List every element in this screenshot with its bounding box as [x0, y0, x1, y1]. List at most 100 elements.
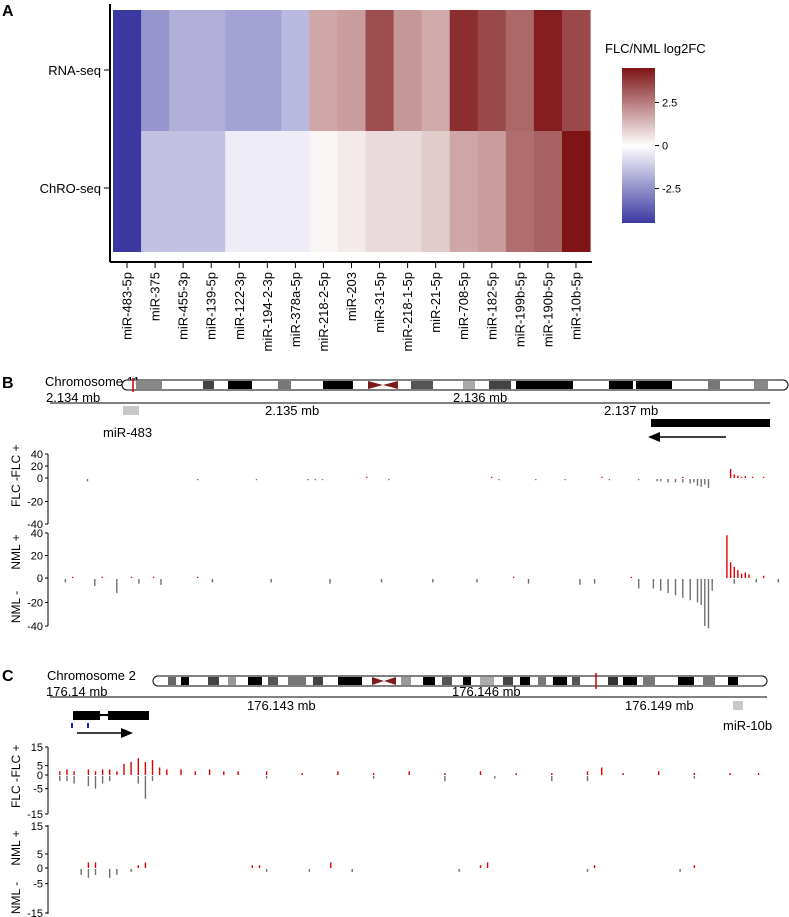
signal-bar	[151, 776, 154, 782]
track-tick-label: -20	[27, 497, 43, 509]
mir-10b-locus	[733, 701, 743, 710]
signal-bar	[73, 771, 75, 775]
track-nmlminus: NML - -20 -40	[9, 578, 779, 633]
mir-483-locus	[123, 406, 139, 415]
signal-bar	[94, 869, 97, 875]
panel-label-c: C	[2, 668, 14, 685]
mir-10b-label: miR-10b	[723, 718, 772, 733]
chr11-scale-label-3: 2.136 mb	[453, 390, 507, 405]
track-label: NML -	[9, 591, 23, 623]
legend-title: FLC/NML log2FC	[605, 41, 706, 56]
signal-bar	[197, 479, 199, 481]
signal-bar	[693, 865, 696, 868]
signal-bar	[593, 579, 596, 584]
signal-bar	[740, 573, 743, 578]
signal-bar	[372, 776, 375, 779]
signal-bar	[80, 869, 82, 875]
track-label: NML +	[9, 830, 23, 865]
track-label: FLC +	[9, 444, 23, 477]
heatmap-cell	[309, 131, 339, 252]
signal-bar	[682, 476, 684, 478]
heatmap-cell	[365, 10, 395, 131]
signal-bar	[729, 773, 731, 775]
chromosome-11-title: Chromosome 11	[45, 374, 140, 389]
signal-bar	[180, 769, 182, 775]
signal-bar	[762, 476, 765, 478]
signal-bar	[704, 579, 706, 626]
signal-bar	[693, 773, 696, 775]
track-tick-label: 0	[37, 573, 43, 585]
signal-bar	[515, 773, 517, 775]
signal-bar	[94, 862, 97, 868]
signal-bar	[160, 579, 162, 585]
track-tick-label: 20	[31, 551, 43, 563]
signal-bar	[707, 479, 710, 488]
track-label: FLC -	[9, 477, 23, 507]
signal-bar	[64, 579, 67, 583]
heatmap-cell	[449, 131, 479, 252]
heatmap-column-label: miR-483-5p	[120, 272, 135, 340]
track-tick-label: 5	[37, 849, 43, 861]
signal-bar	[564, 479, 566, 481]
signal-bar	[237, 771, 239, 775]
chr11-gene-block	[651, 419, 770, 427]
signal-bar	[380, 579, 383, 583]
heatmap-cell	[337, 131, 367, 252]
heatmap-column-label: miR-190b-5p	[540, 272, 555, 347]
signal-bar	[258, 865, 261, 868]
track-tick-label: 0	[37, 473, 43, 485]
signal-bar	[733, 474, 735, 478]
heatmap-column-label: miR-10b-5p	[568, 272, 583, 340]
signal-bar	[748, 574, 750, 578]
chromosome-2-ideogram	[152, 673, 768, 689]
signal-bar	[366, 476, 368, 478]
signal-bar	[740, 476, 743, 478]
signal-bar	[762, 575, 765, 579]
signal-bar	[166, 769, 168, 775]
signal-bar	[744, 476, 746, 478]
heatmap-column-labels: miR-483-5p miR-375 miR-455-3p miR-139-5p miR…	[120, 262, 583, 351]
signal-bar	[94, 776, 97, 789]
heatmap-cell	[281, 10, 311, 131]
legend-ticks: 2.5 0 -2.5	[655, 97, 681, 196]
chr2-marker-2	[87, 723, 89, 728]
signal-bar	[486, 862, 489, 868]
heatmap-cell	[281, 131, 311, 252]
track-nmlminus: NML - -5 -15	[9, 868, 681, 917]
mir-483-label: miR-483	[103, 425, 152, 440]
heatmap-cell	[253, 10, 282, 131]
signal-bar	[693, 479, 695, 483]
heatmap-cell	[365, 131, 395, 252]
heatmap-cell	[225, 131, 254, 252]
heatmap-cell	[113, 10, 142, 131]
signal-bar	[458, 869, 460, 872]
signal-bar	[270, 579, 272, 583]
signal-bar	[667, 479, 669, 483]
heatmap-column-label: miR-139-5p	[204, 272, 219, 340]
signal-bar	[652, 579, 655, 589]
heatmap-cell	[421, 10, 451, 131]
track-tick-label: 40	[31, 528, 43, 540]
heatmap-cell	[449, 10, 479, 131]
signal-bar	[87, 862, 90, 868]
signal-bar	[151, 760, 154, 775]
heatmap-cell	[141, 10, 170, 131]
signal-bar	[223, 771, 225, 775]
heatmap-column-label: miR-182-5p	[484, 272, 499, 340]
signal-bar	[330, 862, 332, 868]
signal-bar	[579, 579, 581, 585]
signal-bar	[130, 576, 133, 578]
signal-bar	[130, 869, 132, 872]
signal-bar	[66, 776, 68, 782]
heatmap-row-label-rna: RNA-seq	[48, 63, 101, 78]
signal-bar	[130, 761, 132, 775]
signal-bar	[693, 776, 696, 779]
signal-bar	[144, 776, 147, 799]
heatmap-cells	[113, 10, 591, 252]
signal-bar	[101, 576, 103, 578]
signal-bar	[476, 579, 478, 583]
signal-bar	[630, 576, 632, 578]
heatmap-column-label: miR-375	[148, 272, 163, 321]
track-tick-label: 15	[31, 821, 43, 833]
chr2-scale-label-2: 176.143 mb	[247, 698, 316, 713]
